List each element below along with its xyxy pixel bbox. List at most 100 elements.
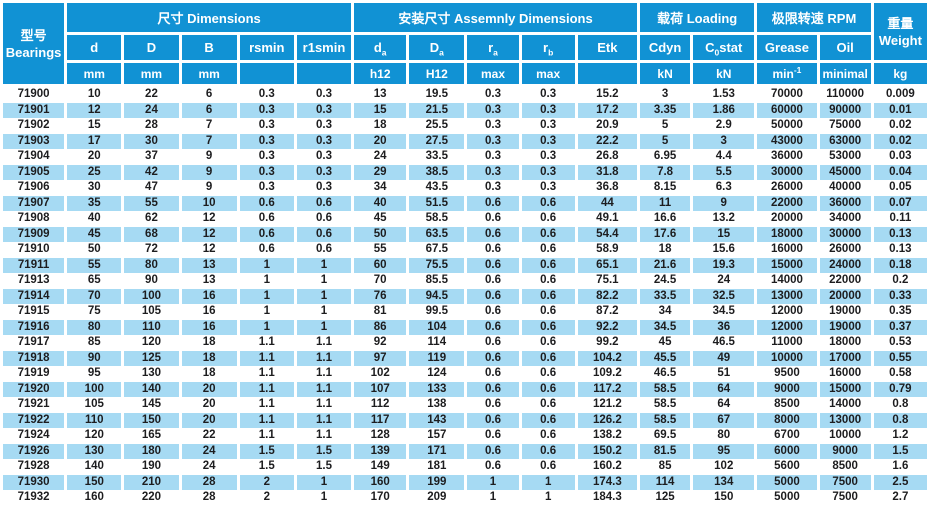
cell-cdyn: 3 (636, 85, 694, 103)
cell-rb: 0.6 (518, 242, 578, 258)
cell-weight: 0.05 (870, 180, 930, 196)
cell-bearing-model: 71932 (0, 490, 68, 506)
cell-rsmin: 1 (236, 304, 297, 320)
cell-ra: 0.6 (464, 412, 522, 428)
cell-rb: 0.6 (518, 335, 578, 351)
cell-da: 24 (351, 149, 410, 165)
cell-c0stat: 51 (690, 366, 758, 382)
cell-bearing-model: 71911 (0, 257, 68, 273)
col-header-grease: Grease (754, 32, 820, 63)
cell-etk: 92.2 (574, 319, 641, 335)
cell-grease: 13000 (754, 288, 820, 304)
cell-r1smin: 0.3 (293, 164, 355, 180)
cell-r1smin: 0.3 (293, 102, 355, 118)
cell-grease: 16000 (754, 242, 820, 258)
cell-rb: 0.6 (518, 443, 578, 459)
cell-D: 80 (121, 257, 182, 273)
cell-B: 9 (178, 164, 240, 180)
table-row: 71914 70 100 16 1 1 76 94.5 0.6 0.6 82.2… (0, 288, 930, 304)
cell-rsmin: 1.1 (236, 397, 297, 413)
table-row: 71910 50 72 12 0.6 0.6 55 67.5 0.6 0.6 5… (0, 242, 930, 258)
cell-r1smin: 1 (293, 319, 355, 335)
cell-rb: 0.3 (518, 118, 578, 134)
cell-cdyn: 8.15 (636, 180, 694, 196)
cell-cdyn: 5 (636, 133, 694, 149)
col-header-oil: Oil (816, 32, 874, 63)
cell-da: 76 (351, 288, 410, 304)
cell-Da: 199 (406, 474, 468, 490)
group-header-rpm: 极限转速 RPM (754, 0, 874, 35)
cell-rsmin: 1 (236, 288, 297, 304)
cell-D: 22 (121, 85, 182, 103)
cell-etk: 44 (574, 195, 641, 211)
cell-bearing-model: 71908 (0, 211, 68, 227)
cell-rsmin: 0.3 (236, 118, 297, 134)
cell-Da: 51.5 (406, 195, 468, 211)
cell-D: 130 (121, 366, 182, 382)
cell-cdyn: 85 (636, 459, 694, 475)
cell-D: 55 (121, 195, 182, 211)
cell-d: 45 (64, 226, 125, 242)
cell-weight: 1.2 (870, 428, 930, 444)
cell-bearing-model: 71921 (0, 397, 68, 413)
cell-rb: 0.6 (518, 288, 578, 304)
cell-oil: 8500 (816, 459, 874, 475)
table-row: 71911 55 80 13 1 1 60 75.5 0.6 0.6 65.1 … (0, 257, 930, 273)
cell-weight: 2.5 (870, 474, 930, 490)
cell-B: 24 (178, 443, 240, 459)
cell-d: 100 (64, 381, 125, 397)
cell-weight: 0.13 (870, 226, 930, 242)
cell-B: 9 (178, 149, 240, 165)
cell-c0stat: 4.4 (690, 149, 758, 165)
cell-Da: 85.5 (406, 273, 468, 289)
cell-ra: 1 (464, 490, 522, 506)
cell-etk: 65.1 (574, 257, 641, 273)
cell-rb: 0.6 (518, 304, 578, 320)
cell-rb: 0.6 (518, 226, 578, 242)
cell-weight: 0.07 (870, 195, 930, 211)
cell-ra: 1 (464, 474, 522, 490)
cell-d: 55 (64, 257, 125, 273)
cell-B: 12 (178, 226, 240, 242)
cell-d: 105 (64, 397, 125, 413)
cell-B: 6 (178, 85, 240, 103)
unit-c0stat-kn: kN (690, 60, 758, 87)
header-units-row: mm mm mm h12 H12 max max kN kN min-1 min… (2, 60, 930, 87)
cell-grease: 14000 (754, 273, 820, 289)
unit-rb-max: max (518, 60, 578, 87)
group-header-loading: 载荷 Loading (636, 0, 758, 35)
table-row: 71905 25 42 9 0.3 0.3 29 38.5 0.3 0.3 31… (0, 164, 930, 180)
weight-header-zh: 重量 (887, 15, 914, 31)
cell-oil: 19000 (816, 319, 874, 335)
cell-r1smin: 1.1 (293, 412, 355, 428)
table-row: 71907 35 55 10 0.6 0.6 40 51.5 0.6 0.6 4… (0, 195, 930, 211)
cell-rsmin: 0.6 (236, 226, 297, 242)
cell-Da: 138 (406, 397, 468, 413)
cell-B: 22 (178, 428, 240, 444)
cell-rsmin: 0.3 (236, 102, 297, 118)
cell-oil: 10000 (816, 428, 874, 444)
cell-da: 20 (351, 133, 410, 149)
cell-bearing-model: 71906 (0, 180, 68, 196)
cell-cdyn: 3.35 (636, 102, 694, 118)
cell-c0stat: 1.53 (690, 85, 758, 103)
cell-da: 170 (351, 490, 410, 506)
unit-da-h12: h12 (351, 60, 410, 87)
cell-grease: 70000 (754, 85, 820, 103)
cell-bearing-model: 71910 (0, 242, 68, 258)
cell-bearing-model: 71907 (0, 195, 68, 211)
cell-d: 10 (64, 85, 125, 103)
table-row: 71901 12 24 6 0.3 0.3 15 21.5 0.3 0.3 17… (0, 102, 930, 118)
cell-bearing-model: 71930 (0, 474, 68, 490)
header-column-row: d D B rsmin r1smin da Da ra rb Etk Cdyn … (2, 32, 929, 63)
cell-d: 50 (64, 242, 125, 258)
cell-weight: 0.79 (870, 381, 930, 397)
cell-etk: 20.9 (574, 118, 641, 134)
cell-c0stat: 6.3 (690, 180, 758, 196)
cell-da: 86 (351, 319, 410, 335)
cell-rb: 0.6 (518, 257, 578, 273)
cell-rsmin: 1 (236, 319, 297, 335)
cell-r1smin: 0.6 (293, 226, 355, 242)
